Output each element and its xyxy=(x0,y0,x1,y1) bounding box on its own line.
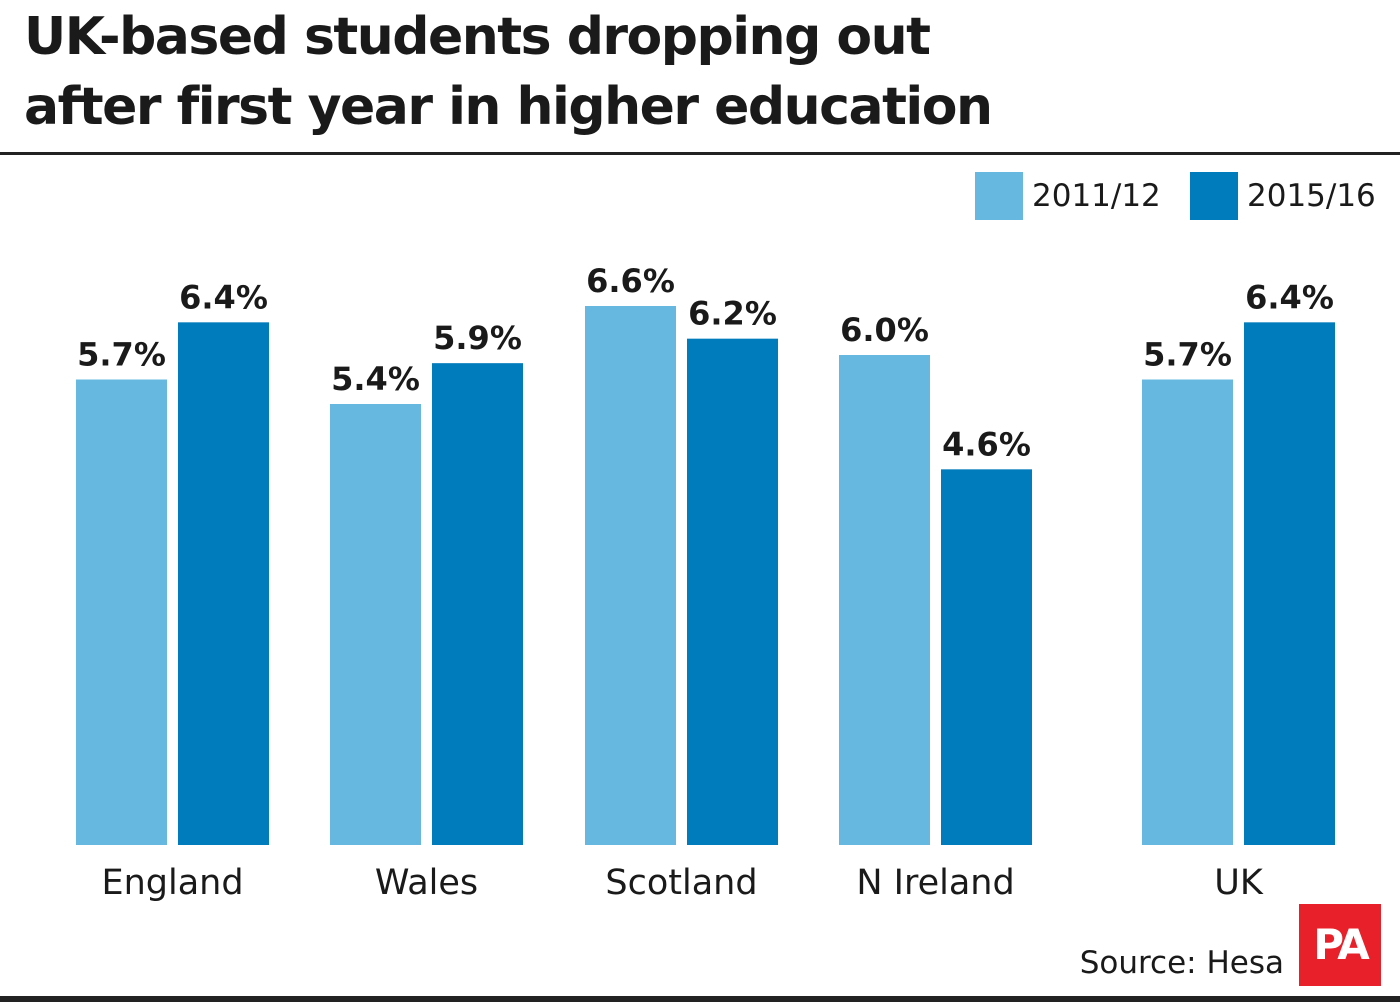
value-label-england-2011-12: 5.7% xyxy=(77,336,166,374)
legend-swatch-2011-12 xyxy=(975,172,1023,220)
value-label-uk-2015-16: 6.4% xyxy=(1245,278,1334,316)
legend-label-2015-16: 2015/16 xyxy=(1247,178,1376,214)
bar-n-ireland-2015-16 xyxy=(941,469,1032,845)
chart-title: UK-based students dropping out after fir… xyxy=(24,2,1374,142)
bar-wales-2011-12 xyxy=(330,404,421,845)
value-label-n-ireland-2015-16: 4.6% xyxy=(942,425,1031,463)
bar-wales-2015-16 xyxy=(432,363,523,845)
value-label-wales-2011-12: 5.4% xyxy=(331,360,420,398)
chart-title-line-2: after first year in higher education xyxy=(24,77,993,137)
category-label-uk: UK xyxy=(1214,863,1264,903)
pa-logo: PA xyxy=(1299,904,1381,986)
bar-scotland-2011-12 xyxy=(585,306,676,845)
value-label-england-2015-16: 6.4% xyxy=(179,278,268,316)
chart-title-line-1: UK-based students dropping out xyxy=(24,7,931,67)
category-label-england: England xyxy=(101,863,243,903)
bar-uk-2015-16 xyxy=(1244,322,1335,845)
bar-n-ireland-2011-12 xyxy=(839,355,930,845)
category-label-wales: Wales xyxy=(375,863,478,903)
legend-swatch-2015-16 xyxy=(1190,172,1238,220)
bar-chart: 5.7% 6.4% England 5.4% 5.9% Wales 6.6% 6.2% Scot… xyxy=(76,262,1335,903)
value-label-n-ireland-2011-12: 6.0% xyxy=(840,311,929,349)
legend-label-2011-12: 2011/12 xyxy=(1032,178,1161,214)
bar-england-2011-12 xyxy=(76,379,167,845)
value-label-scotland-2015-16: 6.2% xyxy=(688,295,777,333)
value-label-wales-2015-16: 5.9% xyxy=(433,319,522,357)
value-label-scotland-2011-12: 6.6% xyxy=(586,262,675,300)
bar-england-2015-16 xyxy=(178,322,269,845)
bottom-rule xyxy=(0,996,1400,1002)
legend: 2011/12 2015/16 xyxy=(0,172,1400,220)
bar-scotland-2015-16 xyxy=(687,338,778,845)
source-note: Source: Hesa xyxy=(1079,945,1284,981)
category-label-n-ireland: N Ireland xyxy=(856,863,1014,903)
value-label-uk-2011-12: 5.7% xyxy=(1143,336,1232,374)
top-rule xyxy=(0,152,1400,155)
bar-uk-2011-12 xyxy=(1142,379,1233,845)
category-label-scotland: Scotland xyxy=(605,863,757,903)
